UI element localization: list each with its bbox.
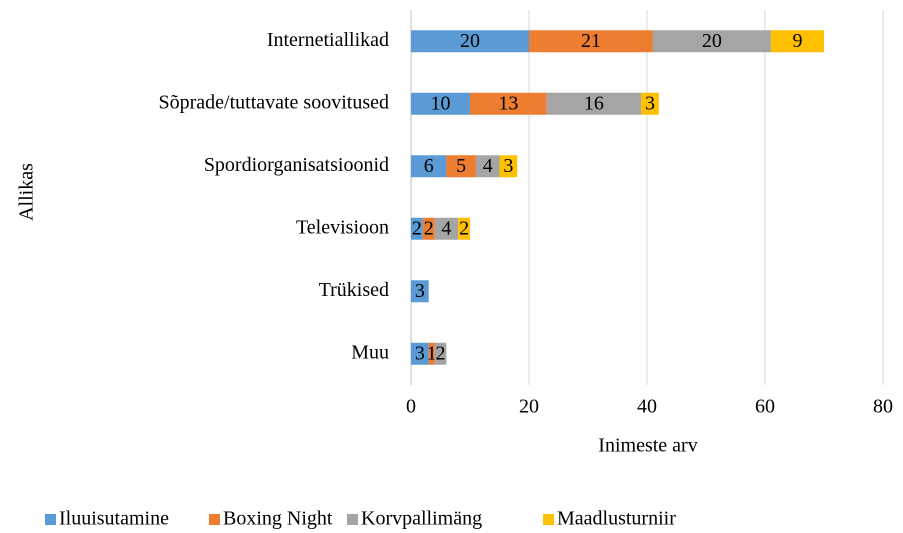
legend-swatch — [209, 514, 220, 525]
bar-segment — [411, 280, 429, 303]
bar-segment — [434, 342, 447, 365]
y-tick-label: Sõprade/tuttavate soovitused — [158, 91, 389, 113]
y-tick-label: Internetiallikad — [267, 29, 389, 51]
bar-segment — [411, 217, 423, 240]
bar-segment — [422, 217, 435, 240]
data-label: 2 — [412, 217, 422, 239]
data-label: 3 — [503, 155, 513, 177]
legend-swatch — [347, 514, 358, 525]
legend-label: Boxing Night — [223, 508, 333, 530]
y-tick-label: Muu — [351, 341, 389, 363]
data-label: 9 — [792, 30, 802, 52]
y-tick-label: Televisioon — [296, 216, 389, 238]
bar-segment — [499, 155, 518, 178]
data-label: 20 — [460, 30, 480, 52]
y-axis-title: Allikas — [16, 163, 38, 221]
x-tick-label: 60 — [755, 396, 775, 418]
legend-swatch — [543, 514, 554, 525]
x-tick-label: 0 — [406, 396, 416, 418]
bar-segment — [411, 342, 429, 365]
bar-segment — [428, 342, 435, 365]
y-tick-label: Trükised — [319, 279, 389, 301]
data-label: 20 — [702, 30, 722, 52]
data-label: 3 — [415, 280, 425, 302]
data-label: 21 — [581, 30, 601, 52]
data-label: 4 — [441, 217, 451, 239]
data-label: 4 — [483, 155, 493, 177]
data-label: 2 — [459, 217, 469, 239]
data-label: 3 — [415, 342, 425, 364]
bar-segment — [411, 92, 470, 115]
bar-segment — [470, 92, 547, 115]
bar-segment — [475, 155, 500, 178]
bar-segment — [446, 155, 476, 178]
legend-label: Korvpallimäng — [361, 508, 482, 530]
data-label: 2 — [424, 217, 434, 239]
data-label: 13 — [498, 92, 518, 114]
bar-segment — [770, 30, 824, 53]
bar-segment — [434, 217, 459, 240]
bar-segment — [458, 217, 470, 240]
bar-segment — [641, 92, 659, 115]
bar-segment — [546, 92, 642, 115]
bar-segment — [411, 155, 447, 178]
bar-segment — [652, 30, 771, 53]
bar-segment — [529, 30, 653, 53]
legend-label: Iluuisutamine — [59, 508, 169, 530]
data-label: 16 — [584, 92, 604, 114]
data-label: 3 — [645, 92, 655, 114]
data-label: 10 — [431, 92, 451, 114]
x-tick-label: 20 — [519, 396, 539, 418]
x-axis-title: Inimeste arv — [598, 435, 697, 457]
y-tick-label: Spordiorganisatsioonid — [204, 154, 389, 176]
data-label: 1 — [427, 342, 437, 364]
data-label: 5 — [456, 155, 466, 177]
data-label: 2 — [436, 342, 446, 364]
legend-swatch — [45, 514, 56, 525]
data-label: 6 — [424, 155, 434, 177]
x-tick-label: 40 — [637, 396, 657, 418]
bar-segment — [411, 30, 529, 53]
x-tick-label: 80 — [873, 396, 893, 418]
legend-label: Maadlusturniir — [557, 508, 676, 530]
